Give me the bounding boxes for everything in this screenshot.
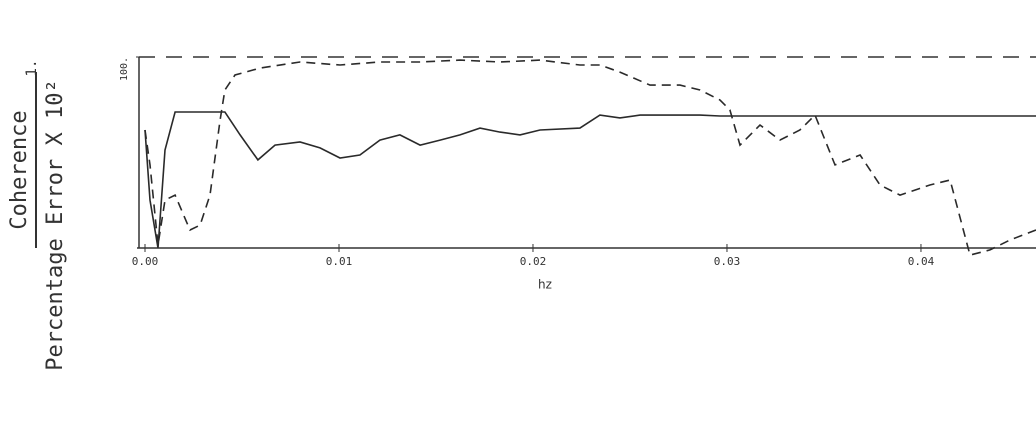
x-tick-label: 0.00 — [132, 255, 159, 268]
y-label-top: Coherence — [7, 110, 32, 229]
x-tick-label: 0.04 — [908, 255, 935, 268]
y-label-top-value: 1. — [24, 60, 40, 77]
x-tick-label: 0.03 — [714, 255, 741, 268]
series-line — [144, 111, 1036, 249]
series-line — [144, 59, 1036, 257]
x-tick-label: 0.02 — [520, 255, 547, 268]
y-tick-label: 100. — [119, 57, 130, 81]
x-label: hz — [538, 278, 552, 292]
x-tick-label: 0.01 — [326, 255, 353, 268]
y-label: Percentage Error X 10² — [43, 79, 68, 370]
